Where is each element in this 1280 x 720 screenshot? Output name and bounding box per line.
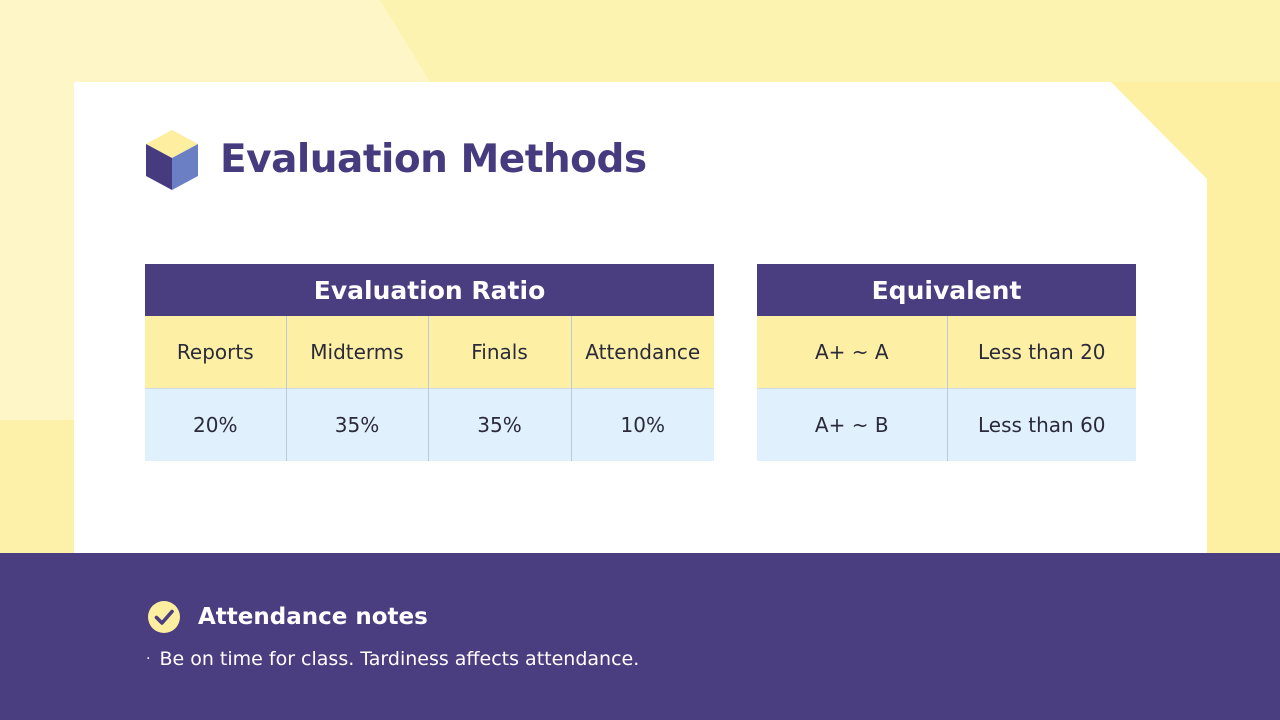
equivalent-table: Equivalent A+ ~ A Less than 20 A+ ~ B Le… xyxy=(757,264,1136,461)
grade-range: A+ ~ B xyxy=(757,387,948,461)
ratio-value: 10% xyxy=(571,387,714,461)
notes-item: · Be on time for class. Tardiness affect… xyxy=(146,648,639,670)
grade-range: A+ ~ A xyxy=(757,316,948,388)
check-circle-icon xyxy=(148,601,180,633)
ratio-value: 35% xyxy=(428,387,572,461)
table-row: A+ ~ B Less than 60 xyxy=(757,387,1136,461)
notes-text: Be on time for class. Tardiness affects … xyxy=(159,648,640,670)
cube-icon xyxy=(146,130,198,190)
ratio-value: 35% xyxy=(286,387,429,461)
absence-limit: Less than 60 xyxy=(947,387,1136,461)
column-label: Reports xyxy=(145,316,287,388)
ratio-value: 20% xyxy=(145,387,287,461)
column-label: Finals xyxy=(428,316,572,388)
notes-heading: Attendance notes xyxy=(198,604,428,630)
notes-band xyxy=(0,553,1280,720)
page-title: Evaluation Methods xyxy=(220,136,647,182)
evaluation-ratio-header: Evaluation Ratio xyxy=(145,264,714,316)
table-row: 20% 35% 35% 10% xyxy=(145,387,714,461)
title-row: Evaluation Methods xyxy=(144,126,647,192)
notes-heading-row: Attendance notes xyxy=(148,601,428,633)
column-label: Midterms xyxy=(286,316,429,388)
table-row: A+ ~ A Less than 20 xyxy=(757,316,1136,388)
absence-limit: Less than 20 xyxy=(947,316,1136,388)
bullet: · xyxy=(146,651,151,667)
table-row: Reports Midterms Finals Attendance xyxy=(145,316,714,388)
equivalent-header: Equivalent xyxy=(757,264,1136,316)
evaluation-ratio-table: Evaluation Ratio Reports Midterms Finals… xyxy=(145,264,714,461)
column-label: Attendance xyxy=(571,316,714,388)
